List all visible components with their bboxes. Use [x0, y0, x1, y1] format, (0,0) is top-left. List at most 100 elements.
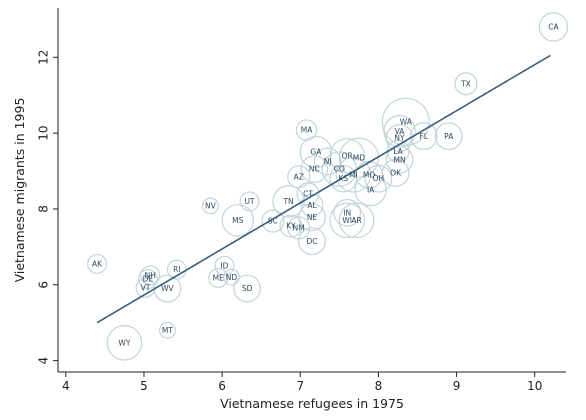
bubble-mt [159, 321, 176, 339]
point-label-ar: AR [351, 216, 361, 225]
bubble-nj [313, 147, 342, 176]
point-label-mt: MT [162, 326, 173, 335]
point-label-sd: SD [242, 284, 253, 293]
point-label-wa: WA [400, 117, 413, 126]
bubble-ms [221, 204, 254, 237]
point-label-mn: MN [393, 155, 405, 164]
x-tick-label: 4 [62, 379, 70, 393]
bubble-ks [329, 164, 358, 193]
x-axis-title: Vietnamese refugees in 1975 [220, 396, 404, 411]
fit-line [96, 54, 551, 324]
point-label-nd: ND [226, 273, 238, 282]
point-label-ma: MA [301, 126, 313, 135]
point-label-al: AL [307, 201, 317, 210]
point-label-la: LA [393, 147, 403, 156]
point-label-ks: KS [338, 174, 348, 183]
point-label-co: CO [334, 165, 345, 174]
bubble-al [300, 193, 324, 217]
point-label-az: AZ [294, 172, 304, 181]
y-tick-label: 6 [37, 281, 51, 289]
point-label-ok: OK [390, 169, 402, 178]
x-tick-label: 5 [140, 379, 148, 393]
bubble-ny [385, 124, 414, 152]
point-label-ri: RI [173, 265, 180, 274]
point-label-md: MD [353, 153, 365, 162]
point-label-mi: MI [349, 170, 358, 179]
bubble-in [333, 198, 362, 227]
point-label-ne: NE [307, 213, 318, 222]
point-label-fl: FL [420, 132, 429, 141]
point-label-nm: NM [293, 224, 305, 233]
point-label-wy: WY [118, 338, 130, 347]
point-label-dc: DC [306, 237, 317, 246]
bubble-tx [454, 72, 478, 96]
point-label-va: VA [395, 127, 406, 136]
y-axis-title: Vietnamese migrants in 1995 [12, 98, 27, 283]
bubble-mn [385, 145, 414, 174]
point-label-nh: NH [145, 271, 156, 280]
point-label-ga: GA [310, 148, 322, 157]
point-label-ms: MS [232, 216, 243, 225]
bubble-ak [87, 253, 108, 274]
point-label-ct: CT [303, 189, 313, 198]
y-ticks: 4 6 8 10 12 [37, 50, 58, 365]
bubble-wi [329, 202, 365, 239]
point-label-me: ME [213, 274, 224, 283]
point-label-in: IN [343, 208, 351, 217]
point-label-id: ID [220, 261, 228, 270]
bubble-dc [298, 227, 326, 256]
bubble-sc [261, 209, 285, 233]
point-label-ky: KY [286, 222, 296, 231]
bubble-nc [300, 155, 329, 184]
point-label-ny: NY [394, 134, 405, 143]
bubble-ma [295, 119, 318, 141]
point-label-nc: NC [309, 165, 320, 174]
point-label-tn: TN [282, 197, 293, 206]
bubble-ky [279, 214, 303, 238]
point-label-sc: SC [268, 217, 278, 226]
point-label-ca: CA [548, 23, 559, 32]
point-label-nj: NJ [324, 157, 332, 166]
bubble-pa [434, 122, 463, 151]
point-label-ia: IA [367, 186, 375, 195]
bubble-nm [287, 216, 311, 240]
bubble-de [137, 269, 158, 290]
point-label-mo: MO [363, 170, 375, 179]
point-label-nv: NV [205, 202, 217, 211]
y-tick-label: 4 [37, 357, 51, 365]
point-label-pa: PA [444, 132, 454, 141]
y-tick-label: 10 [37, 125, 51, 140]
x-tick-label: 8 [375, 379, 383, 393]
bubble-me [208, 267, 229, 288]
bubble-sd [233, 274, 262, 303]
bubble-or [329, 138, 365, 174]
bubble-ut [239, 191, 260, 212]
bubble-ct [296, 182, 320, 206]
y-tick-label: 8 [37, 205, 51, 213]
x-ticks: 4 5 6 7 8 9 10 [62, 372, 542, 393]
point-label-vt: VT [141, 283, 151, 292]
x-tick-label: 9 [453, 379, 461, 393]
bubble-ca [538, 12, 569, 42]
bubble-nh [140, 265, 161, 286]
bubble-wy [106, 325, 143, 361]
x-tick-label: 6 [218, 379, 226, 393]
point-label-wv: WV [161, 284, 174, 293]
point-label-ak: AK [92, 260, 103, 269]
point-label-de: DE [143, 275, 154, 284]
point-label-wi: WI [342, 216, 352, 225]
point-label-tx: TX [460, 79, 471, 88]
point-label-ut: UT [244, 197, 254, 206]
x-tick-label: 10 [527, 379, 542, 393]
bubble-fl [409, 122, 438, 151]
point-label-oh: OH [373, 174, 385, 183]
bubble-layer [87, 12, 569, 361]
point-label-or: OR [342, 151, 353, 160]
bubble-nv [201, 197, 219, 215]
bubble-nd [223, 268, 240, 286]
axes: 4 5 6 7 8 9 10 4 6 8 10 12 Vietnamese refugees in … [12, 8, 566, 411]
y-tick-label: 12 [37, 50, 51, 65]
bubble-oh [364, 164, 393, 193]
